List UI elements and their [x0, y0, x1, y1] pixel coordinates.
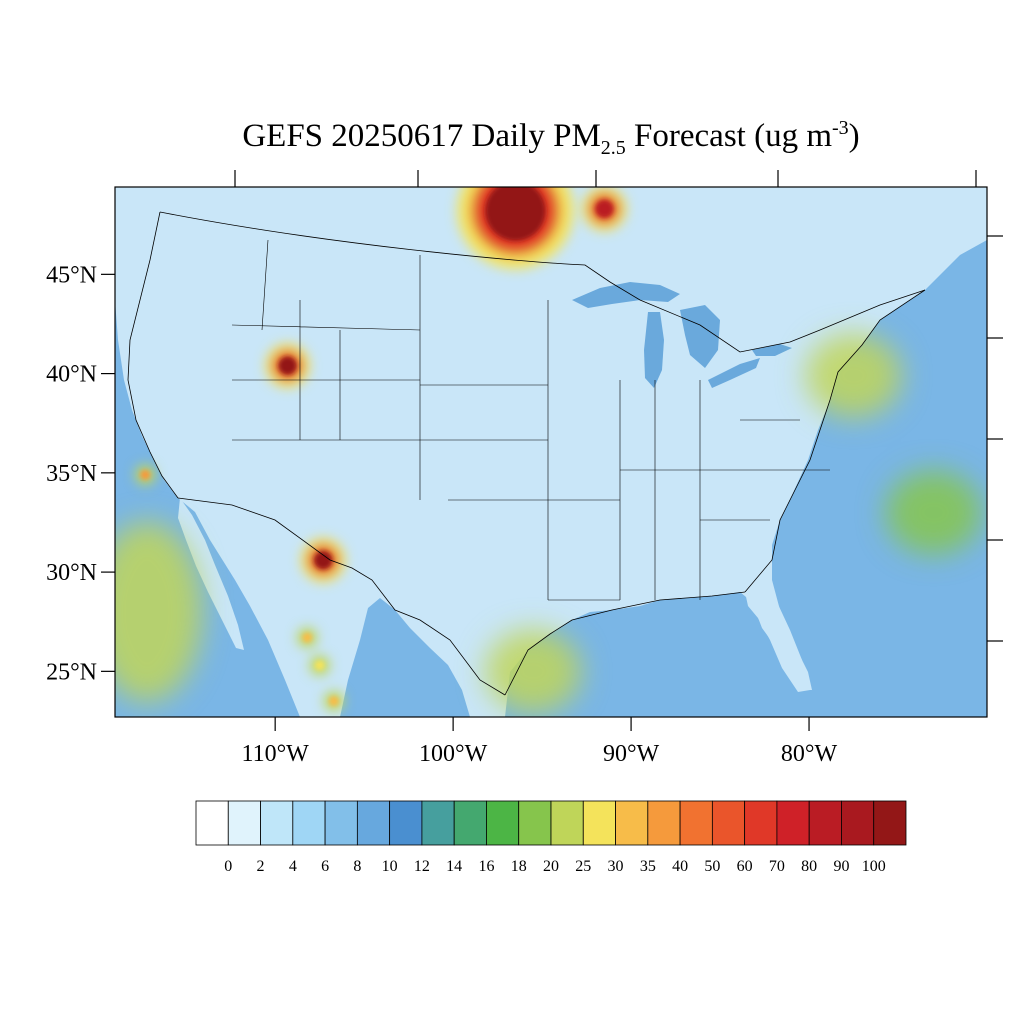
- lon-tick-label: 100°W: [419, 741, 488, 767]
- colorbar-label: 60: [737, 858, 753, 875]
- colorbar-swatch: [873, 800, 907, 846]
- colorbar-label: 2: [257, 858, 265, 875]
- longitude-axis: 110°W 100°W 90°W 80°W: [241, 717, 838, 767]
- concentration-broad: [115, 333, 982, 714]
- lat-tick-label: 30°N: [46, 560, 97, 586]
- colorbar-swatch: [550, 800, 584, 846]
- land-mass: [115, 187, 987, 717]
- political-boundaries: [127, 211, 926, 696]
- colorbar-label: 6: [321, 858, 329, 875]
- florida-peninsula: [745, 592, 810, 692]
- colorbar-swatch: [260, 800, 294, 846]
- colorbar-swatch: [776, 800, 810, 846]
- lake-michigan: [644, 312, 664, 388]
- colorbar-swatch: [356, 800, 391, 846]
- pacific-haze: [115, 521, 203, 702]
- lat-tick-label: 40°N: [46, 362, 97, 388]
- map-area: [115, 187, 987, 717]
- utah-fire-core: [278, 356, 297, 375]
- colorbar-label: 30: [608, 858, 624, 875]
- lake-erie: [708, 358, 760, 388]
- colorbar-swatch: [647, 800, 681, 846]
- colorbar-label: 40: [672, 858, 688, 875]
- colorbar-swatch: [582, 800, 616, 846]
- california-coast-core: [140, 469, 151, 480]
- colorbar-label: 4: [289, 858, 297, 875]
- colorbar-label: 10: [382, 858, 398, 875]
- atlantic-band: [885, 470, 982, 555]
- lat-tick-label: 25°N: [46, 659, 97, 685]
- colorbar-label: 100: [862, 858, 886, 875]
- colorbar-swatch: [453, 800, 487, 846]
- colorbar-label: 8: [353, 858, 361, 875]
- colorbar-label: 16: [478, 858, 494, 875]
- colorbar-swatch: [389, 800, 423, 846]
- colorbar-label: 18: [511, 858, 527, 875]
- lon-tick-label: 80°W: [781, 741, 838, 767]
- colorbar-label: 70: [769, 858, 785, 875]
- colorbar-swatch: [615, 800, 649, 846]
- lon-tick-label: 90°W: [603, 741, 660, 767]
- colorbar-swatch: [808, 800, 842, 846]
- us-mexico-border: [177, 497, 506, 696]
- colorbar-swatch: [744, 800, 778, 846]
- sierra-madre-3-core: [328, 696, 339, 707]
- lat-tick-label: 45°N: [46, 262, 97, 288]
- colorbar-label: 0: [224, 858, 232, 875]
- sierra-madre-1-core: [302, 632, 313, 643]
- colorbar-label: 35: [640, 858, 656, 875]
- pennsylvania-haze: [805, 333, 902, 418]
- colorbar-label: 14: [446, 858, 462, 875]
- colorbar-label: 12: [414, 858, 430, 875]
- coastline-pacific: [127, 211, 179, 499]
- colorbar-swatch: [292, 800, 326, 846]
- state-lines: [231, 239, 830, 601]
- gulf-coast: [504, 591, 746, 696]
- colorbar-swatch: [195, 800, 229, 846]
- map-title: GEFS 20250617 Daily PM2.5 Forecast (ug m…: [242, 117, 859, 159]
- colorbar-swatch: [421, 800, 455, 846]
- right-ticks: [987, 235, 1003, 642]
- gulf-of-mexico-haze: [485, 629, 582, 714]
- sierra-madre-2-core: [314, 660, 325, 671]
- colorbar-swatch: [486, 800, 520, 846]
- colorbar-label: 25: [575, 858, 591, 875]
- colorbar-swatch: [227, 800, 261, 846]
- colorbar-labels: 0 2 4 6 8 10 12 14 16 18 20 25 30 35 40 50 60 70 80 90 100: [224, 858, 885, 875]
- colorbar-label: 20: [543, 858, 559, 875]
- ontario-smoke-core: [595, 199, 614, 218]
- canada-us-border: [159, 211, 926, 353]
- colorbar-swatch: [324, 800, 358, 846]
- atlantic-coast: [744, 289, 926, 593]
- colorbar: [195, 800, 907, 846]
- colorbar-label: 80: [801, 858, 817, 875]
- lake-superior: [572, 282, 680, 308]
- map-frame: [114, 186, 988, 718]
- manitoba-smoke-core: [485, 187, 546, 241]
- colorbar-swatch: [518, 800, 552, 846]
- top-ticks: [234, 170, 977, 187]
- colorbar-label: 50: [704, 858, 720, 875]
- baja-california: [178, 498, 244, 650]
- colorbar-label: 90: [833, 858, 849, 875]
- colorbar-swatch: [711, 800, 746, 846]
- new-mexico-fire-core: [314, 551, 333, 570]
- lat-tick-label: 35°N: [46, 461, 97, 487]
- colorbar-swatch: [679, 800, 713, 846]
- concentration-cores: [140, 187, 614, 707]
- lake-ontario: [752, 344, 792, 356]
- latitude-axis: 45°N 40°N 35°N 30°N 25°N: [46, 262, 115, 685]
- colorbar-swatch: [841, 800, 875, 846]
- lon-tick-label: 110°W: [241, 741, 309, 767]
